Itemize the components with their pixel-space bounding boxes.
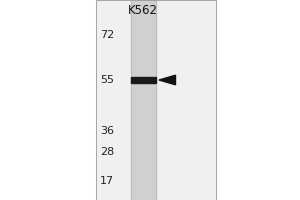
Text: 17: 17	[100, 176, 114, 186]
Bar	[130, 0, 156, 200]
Text: 72: 72	[100, 30, 114, 40]
Text: 55: 55	[100, 75, 114, 85]
Bar	[130, 77, 156, 83]
Bar	[96, 0, 216, 200]
Text: K562: K562	[128, 4, 158, 17]
Text: 36: 36	[100, 126, 114, 136]
Polygon shape	[159, 75, 175, 85]
Bar	[96, 0, 216, 200]
Text: 28: 28	[100, 147, 114, 157]
